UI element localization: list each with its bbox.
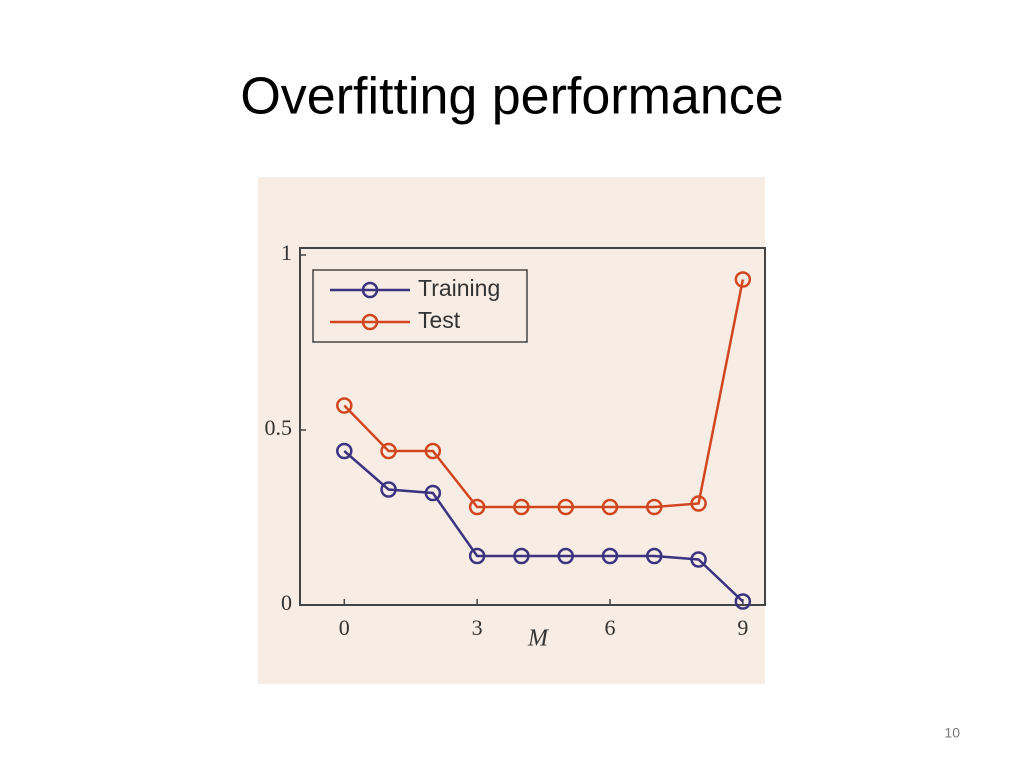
page-number: 10 (944, 725, 960, 741)
legend-marker (361, 281, 379, 299)
data-point (424, 442, 442, 460)
legend-box (312, 269, 528, 343)
data-point (336, 442, 353, 460)
data-point (557, 547, 574, 565)
data-point (646, 547, 663, 565)
data-point (424, 484, 442, 502)
data-point (690, 495, 707, 512)
data-point (380, 442, 397, 460)
data-point (513, 547, 530, 565)
figure-background (258, 177, 765, 684)
legend-label: Training (418, 275, 500, 301)
y-tick-label: 1 (281, 240, 292, 265)
data-point (601, 547, 619, 565)
y-tick-label: 0 (281, 590, 292, 615)
data-point (734, 593, 752, 610)
data-point (380, 481, 397, 498)
legend-marker (361, 313, 379, 331)
data-point (601, 498, 619, 516)
x-tick-label: 3 (472, 615, 483, 640)
slide-title: Overfitting performance (240, 68, 783, 126)
data-point (513, 498, 530, 516)
x-axis-label: M (527, 626, 550, 652)
y-tick-label: 0.5 (265, 415, 293, 440)
data-point (468, 498, 486, 516)
data-point (468, 547, 486, 565)
x-tick-label: 9 (737, 615, 748, 640)
series-line (343, 450, 744, 603)
x-tick-label: 0 (339, 615, 350, 640)
legend-label: Test (418, 307, 461, 333)
x-tick-label: 6 (605, 615, 616, 640)
data-point (646, 498, 663, 516)
data-point (690, 551, 707, 568)
series-line (343, 279, 745, 509)
plot-frame (299, 247, 766, 606)
data-point (557, 498, 574, 516)
data-point (734, 271, 752, 288)
data-point (336, 397, 353, 414)
